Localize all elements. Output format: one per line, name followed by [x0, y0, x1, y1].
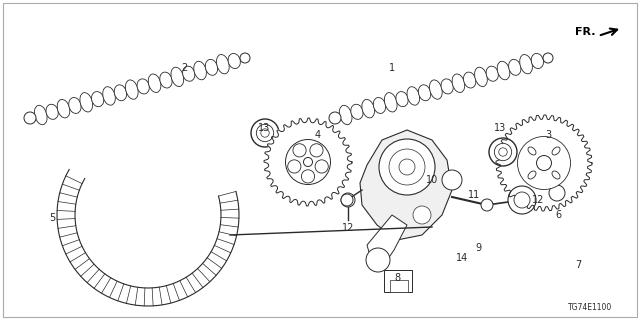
Ellipse shape: [160, 72, 172, 88]
Circle shape: [288, 160, 301, 173]
Circle shape: [285, 140, 330, 185]
Ellipse shape: [385, 92, 397, 112]
Ellipse shape: [35, 105, 47, 125]
Circle shape: [240, 53, 250, 63]
Text: 13: 13: [494, 123, 506, 133]
Circle shape: [379, 139, 435, 195]
Ellipse shape: [171, 67, 184, 86]
Text: 12: 12: [532, 195, 544, 205]
Polygon shape: [496, 115, 592, 211]
Ellipse shape: [339, 105, 352, 125]
Text: 13: 13: [258, 123, 270, 133]
Circle shape: [518, 136, 570, 189]
Ellipse shape: [57, 100, 70, 118]
Circle shape: [442, 170, 462, 190]
Text: FR.: FR.: [575, 27, 596, 37]
Circle shape: [514, 192, 530, 208]
Ellipse shape: [531, 53, 543, 68]
Ellipse shape: [441, 79, 453, 94]
Ellipse shape: [182, 66, 195, 81]
Ellipse shape: [407, 87, 420, 105]
Text: 14: 14: [456, 253, 468, 263]
Circle shape: [301, 170, 315, 183]
Circle shape: [553, 153, 563, 163]
Ellipse shape: [125, 80, 138, 99]
Text: 11: 11: [468, 190, 480, 200]
Circle shape: [341, 193, 355, 207]
Ellipse shape: [351, 104, 363, 119]
Circle shape: [256, 124, 274, 142]
Text: 10: 10: [426, 175, 438, 185]
Circle shape: [366, 248, 390, 272]
Ellipse shape: [509, 60, 521, 75]
Ellipse shape: [419, 85, 431, 101]
Polygon shape: [360, 130, 452, 240]
Text: 5: 5: [49, 213, 55, 223]
Circle shape: [315, 160, 328, 173]
Text: 8: 8: [394, 273, 400, 283]
Ellipse shape: [452, 74, 465, 92]
Circle shape: [399, 159, 415, 175]
Circle shape: [24, 112, 36, 124]
Circle shape: [413, 206, 431, 224]
Text: 12: 12: [342, 223, 354, 233]
Ellipse shape: [520, 54, 532, 74]
Ellipse shape: [80, 92, 93, 112]
Ellipse shape: [552, 147, 560, 155]
Text: 1: 1: [389, 63, 395, 73]
Text: 7: 7: [575, 260, 581, 270]
Circle shape: [536, 156, 552, 171]
Circle shape: [341, 194, 353, 206]
Circle shape: [530, 149, 542, 161]
Ellipse shape: [475, 67, 487, 86]
Circle shape: [310, 144, 323, 157]
Circle shape: [251, 119, 279, 147]
Ellipse shape: [205, 60, 218, 75]
Ellipse shape: [429, 80, 442, 99]
Text: 3: 3: [545, 130, 551, 140]
Ellipse shape: [463, 72, 476, 88]
Ellipse shape: [552, 171, 560, 179]
Ellipse shape: [396, 92, 408, 107]
Ellipse shape: [216, 54, 229, 74]
Ellipse shape: [528, 147, 536, 155]
Ellipse shape: [148, 74, 161, 92]
Circle shape: [329, 112, 341, 124]
Circle shape: [389, 149, 425, 185]
Ellipse shape: [228, 53, 241, 68]
Polygon shape: [264, 118, 352, 206]
FancyBboxPatch shape: [390, 280, 408, 292]
Ellipse shape: [362, 100, 374, 118]
Circle shape: [293, 144, 306, 157]
Ellipse shape: [115, 85, 127, 101]
Circle shape: [508, 186, 536, 214]
Text: 2: 2: [181, 63, 187, 73]
Ellipse shape: [92, 92, 104, 107]
Circle shape: [549, 185, 565, 201]
Ellipse shape: [103, 87, 115, 105]
Ellipse shape: [68, 98, 81, 113]
Ellipse shape: [528, 171, 536, 179]
Circle shape: [261, 129, 269, 137]
Circle shape: [499, 148, 507, 156]
Ellipse shape: [137, 79, 149, 94]
FancyBboxPatch shape: [384, 270, 412, 292]
Circle shape: [494, 143, 512, 161]
Ellipse shape: [497, 61, 510, 80]
Ellipse shape: [373, 98, 386, 113]
Ellipse shape: [486, 66, 499, 81]
Circle shape: [303, 157, 312, 166]
Text: 4: 4: [315, 130, 321, 140]
Text: TG74E1100: TG74E1100: [568, 303, 612, 313]
Ellipse shape: [194, 61, 207, 80]
Polygon shape: [367, 215, 407, 265]
Circle shape: [543, 53, 553, 63]
Circle shape: [481, 199, 493, 211]
Text: 6: 6: [555, 210, 561, 220]
Ellipse shape: [46, 104, 58, 119]
Circle shape: [489, 138, 517, 166]
Text: 9: 9: [475, 243, 481, 253]
